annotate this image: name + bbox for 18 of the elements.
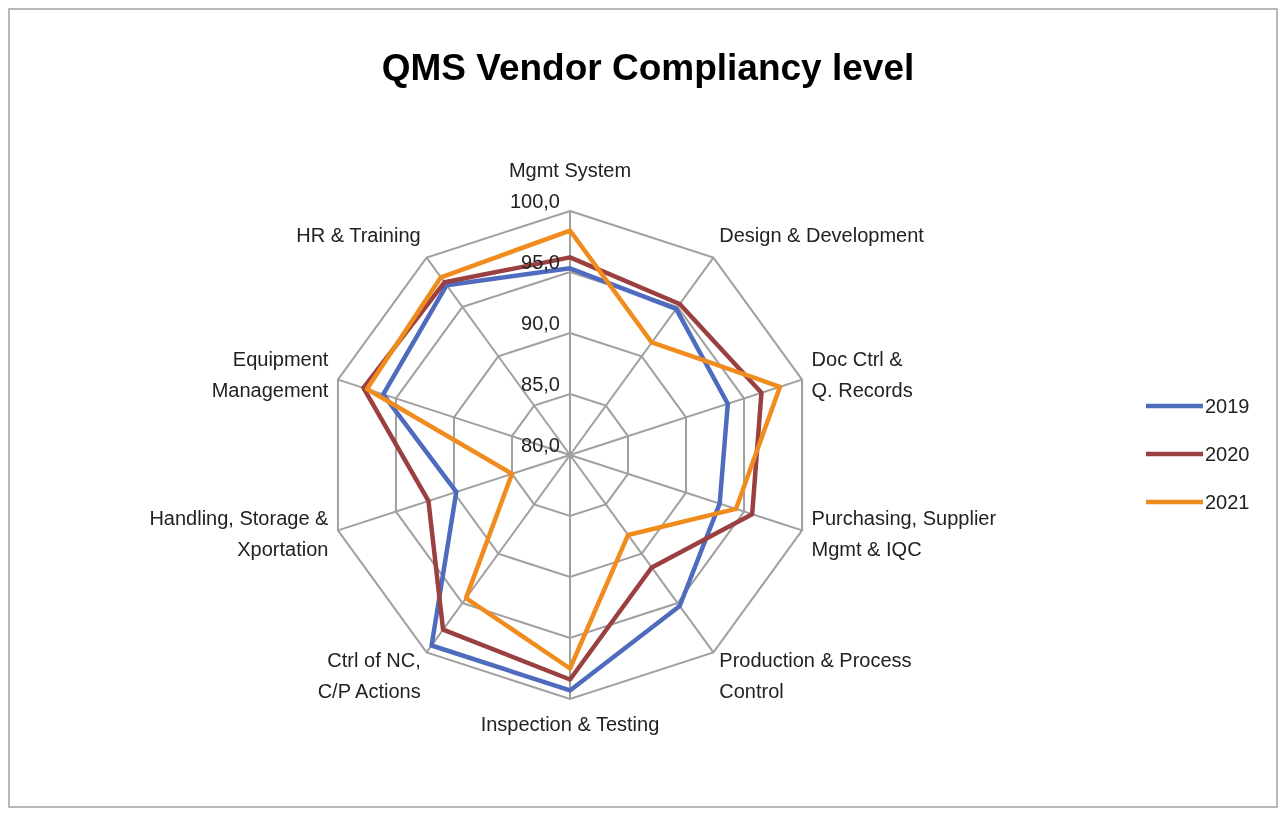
spoke-label: Purchasing, Supplier Mgmt & IQC bbox=[811, 506, 997, 560]
legend-label: 2019 bbox=[1205, 395, 1250, 417]
y-tick-label: 80,0 bbox=[521, 434, 560, 456]
spoke-label: Mgmt System bbox=[508, 159, 632, 181]
spoke-label: Inspection & Testing bbox=[480, 713, 660, 735]
chart-title: QMS Vendor Compliancy level bbox=[381, 47, 915, 88]
y-tick-label: 90,0 bbox=[521, 312, 560, 334]
spoke-label: HR & Training bbox=[296, 223, 421, 246]
y-tick-label: 85,0 bbox=[521, 373, 560, 395]
spoke-label: Design & Development bbox=[719, 223, 925, 246]
spoke-label: Production & Process Control bbox=[719, 648, 912, 702]
legend-label: 2020 bbox=[1205, 443, 1250, 465]
spoke-label: Equipment Management bbox=[211, 348, 329, 402]
y-tick-label: 100,0 bbox=[509, 190, 560, 212]
legend-label: 2021 bbox=[1205, 491, 1250, 513]
spoke-label: Ctrl of NC, C/P Actions bbox=[317, 648, 421, 702]
spoke-label: Handling, Storage & Xportation bbox=[149, 506, 330, 560]
spoke-label: Doc Ctrl & Q. Records bbox=[811, 348, 913, 402]
